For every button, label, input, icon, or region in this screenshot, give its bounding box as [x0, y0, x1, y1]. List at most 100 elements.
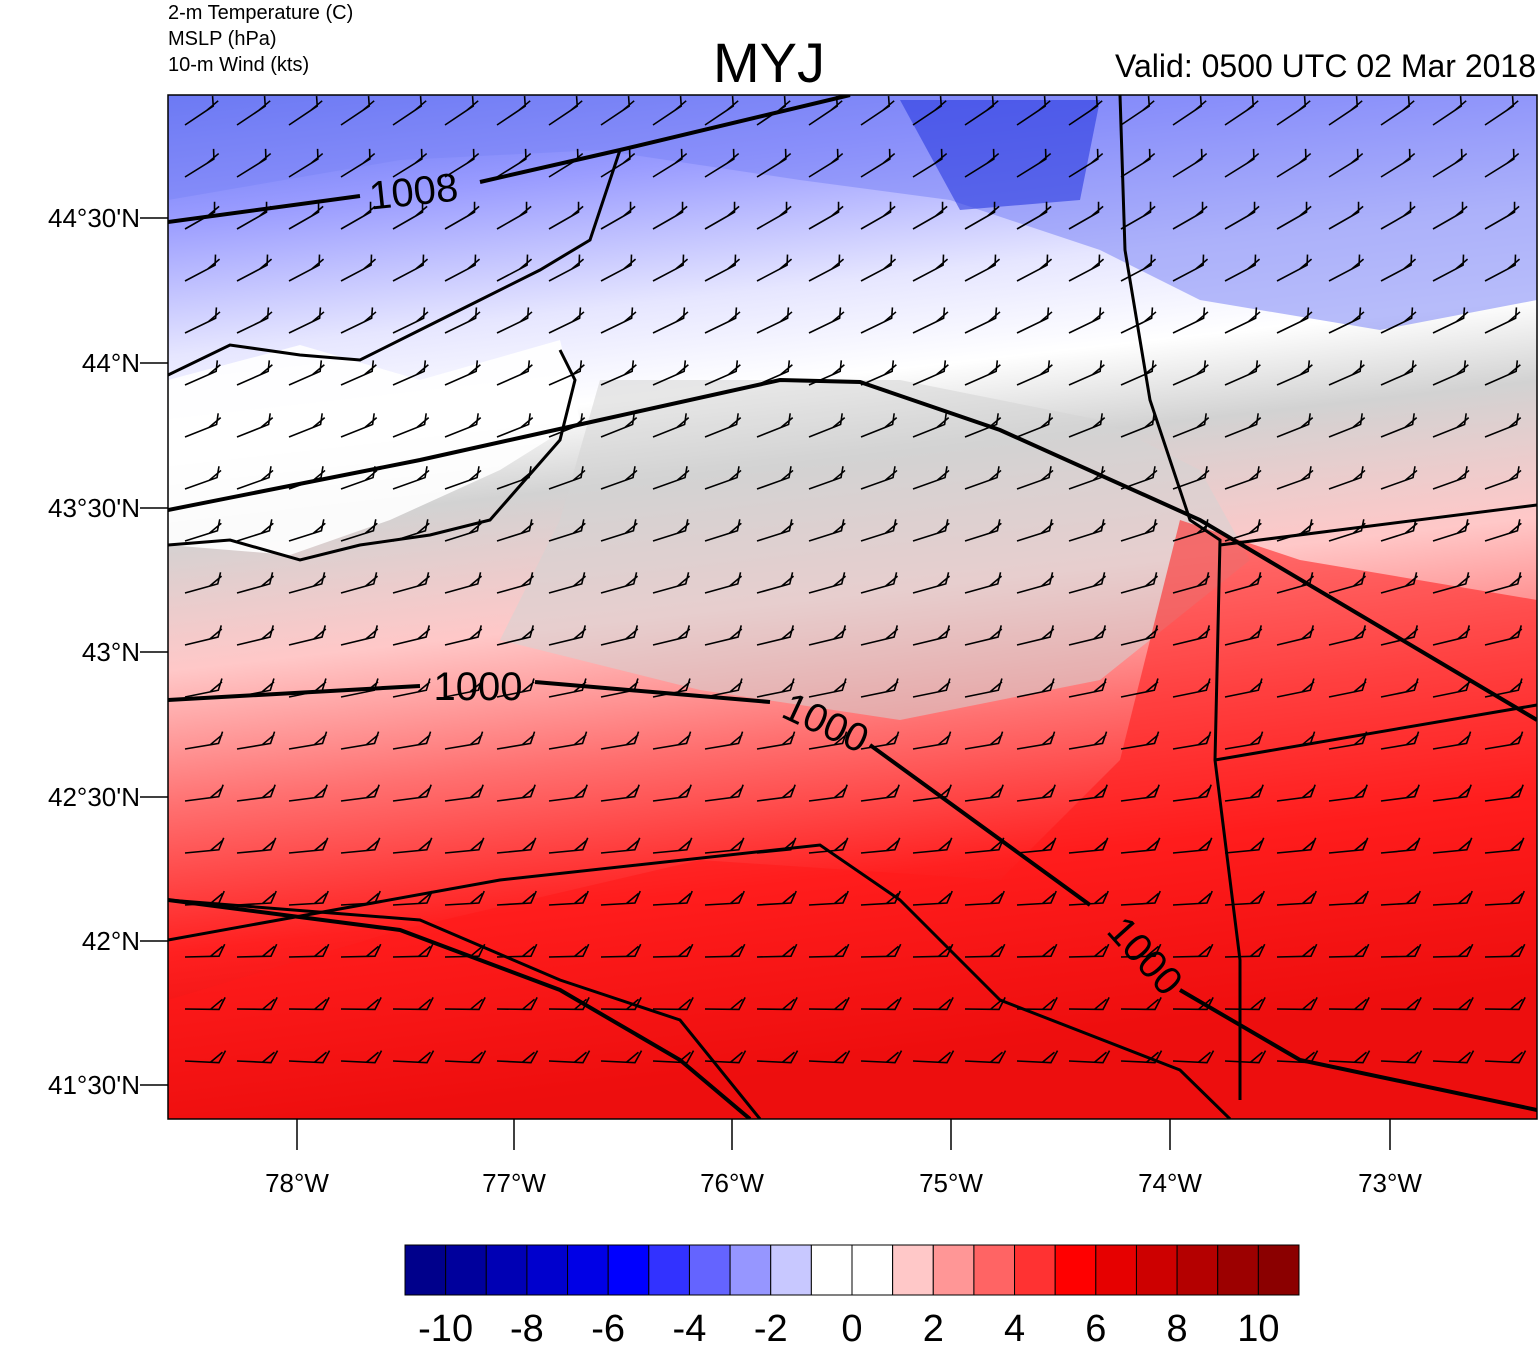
wind-barb: [1068, 466, 1106, 490]
wind-barb: [652, 890, 693, 906]
wind-barb: [1120, 148, 1156, 178]
wind-barb: [184, 148, 220, 178]
wind-barb: [860, 148, 896, 178]
wind-barb: [860, 678, 899, 698]
wind-barb: [340, 997, 382, 1011]
colorbar-box: [973, 1244, 1016, 1296]
wind-barb: [236, 307, 273, 334]
wind-barb: [704, 784, 744, 802]
wind-barb: [1276, 943, 1318, 958]
wind-barb: [704, 466, 742, 490]
wind-barb: [860, 890, 901, 906]
wind-barb: [444, 466, 482, 490]
state-border-pa: [168, 898, 762, 1119]
wind-barb: [1380, 96, 1415, 126]
wind-barb: [1380, 678, 1419, 698]
wind-barb: [964, 572, 1003, 594]
wind-barb: [600, 731, 640, 750]
wind-barb: [704, 1050, 747, 1064]
wind-barb: [1328, 96, 1363, 126]
wind-barb: [1120, 625, 1159, 646]
wind-barb: [1224, 784, 1264, 802]
wind-barb: [1224, 943, 1266, 958]
wind-barb: [496, 572, 535, 594]
wind-barb: [1432, 254, 1469, 282]
wind-barb: [1432, 466, 1470, 490]
wind-barb: [1328, 413, 1366, 438]
wind-barb: [340, 731, 380, 750]
wind-barb: [964, 784, 1004, 802]
wind-barb: [1068, 784, 1108, 802]
wind-barb: [756, 201, 792, 230]
colorbar-box: [851, 1244, 894, 1296]
wind-barb: [1484, 466, 1522, 490]
wind-barb: [860, 254, 897, 282]
wind-barb: [1276, 678, 1315, 698]
wind-barb: [288, 837, 329, 854]
wind-barb: [1120, 678, 1159, 698]
wind-barb: [1068, 148, 1104, 178]
wind-barb: [236, 678, 275, 698]
wind-barb: [1432, 307, 1469, 334]
wind-barb: [600, 625, 639, 646]
wind-barb: [1016, 943, 1058, 958]
wind-barb: [756, 784, 796, 802]
wind-barb: [496, 731, 536, 750]
wind-barb: [964, 731, 1004, 750]
lat-label: 42°N: [81, 926, 140, 956]
cold-region-north: [168, 95, 1537, 330]
wind-barb: [184, 1050, 227, 1064]
wind-barb: [912, 360, 949, 386]
wind-barb: [392, 519, 430, 542]
colorbar-box: [1217, 1244, 1259, 1296]
colorbar-tick-label: 0: [841, 1308, 863, 1350]
wind-barb: [1380, 572, 1419, 594]
wind-barb: [548, 1050, 591, 1064]
wind-barb: [1484, 307, 1521, 334]
wind-barb: [860, 201, 896, 230]
wind-barb: [600, 890, 641, 906]
wind-barb: [1276, 254, 1313, 282]
wind-barb: [444, 254, 481, 282]
wind-barb: [1068, 1050, 1111, 1064]
wind-barb: [392, 890, 433, 906]
colorbar-box: [932, 1244, 975, 1296]
wind-barb: [652, 731, 692, 750]
wind-barb: [548, 572, 587, 594]
coastline-north: [168, 149, 622, 377]
wind-barb: [392, 201, 428, 230]
wind-barb: [1068, 254, 1105, 282]
lat-label: 42°30'N: [48, 782, 140, 812]
wind-barb: [912, 731, 952, 750]
wind-barb: [1224, 519, 1262, 542]
wind-barb: [288, 96, 323, 126]
wind-barb: [912, 148, 948, 178]
wind-barb: [288, 678, 327, 698]
wind-barb: [1380, 890, 1421, 906]
lat-label: 44°N: [81, 348, 140, 378]
wind-barb: [1484, 254, 1521, 282]
wind-barb: [652, 943, 694, 958]
wind-barb: [1224, 572, 1263, 594]
wind-barb: [1276, 307, 1313, 334]
wind-barb: [1328, 572, 1367, 594]
wind-barb: [964, 466, 1002, 490]
wind-barb: [860, 837, 901, 854]
wind-barb: [444, 148, 480, 178]
wind-barb: [1276, 997, 1318, 1011]
wind-barb: [704, 572, 743, 594]
wind-barb: [600, 96, 635, 126]
wind-barb: [704, 201, 740, 230]
isobar-label: 1000: [434, 665, 523, 709]
colorbar-tick-label: -4: [672, 1308, 707, 1350]
wind-barb: [496, 678, 535, 698]
wind-barb: [1484, 625, 1523, 646]
colorbar-box: [445, 1244, 487, 1296]
wind-barb: [392, 1050, 435, 1064]
wind-barb: [1224, 201, 1260, 230]
wind-barb: [1484, 837, 1525, 854]
wind-barb: [704, 519, 742, 542]
wind-barb: [184, 997, 226, 1011]
wind-barb: [1432, 148, 1468, 178]
